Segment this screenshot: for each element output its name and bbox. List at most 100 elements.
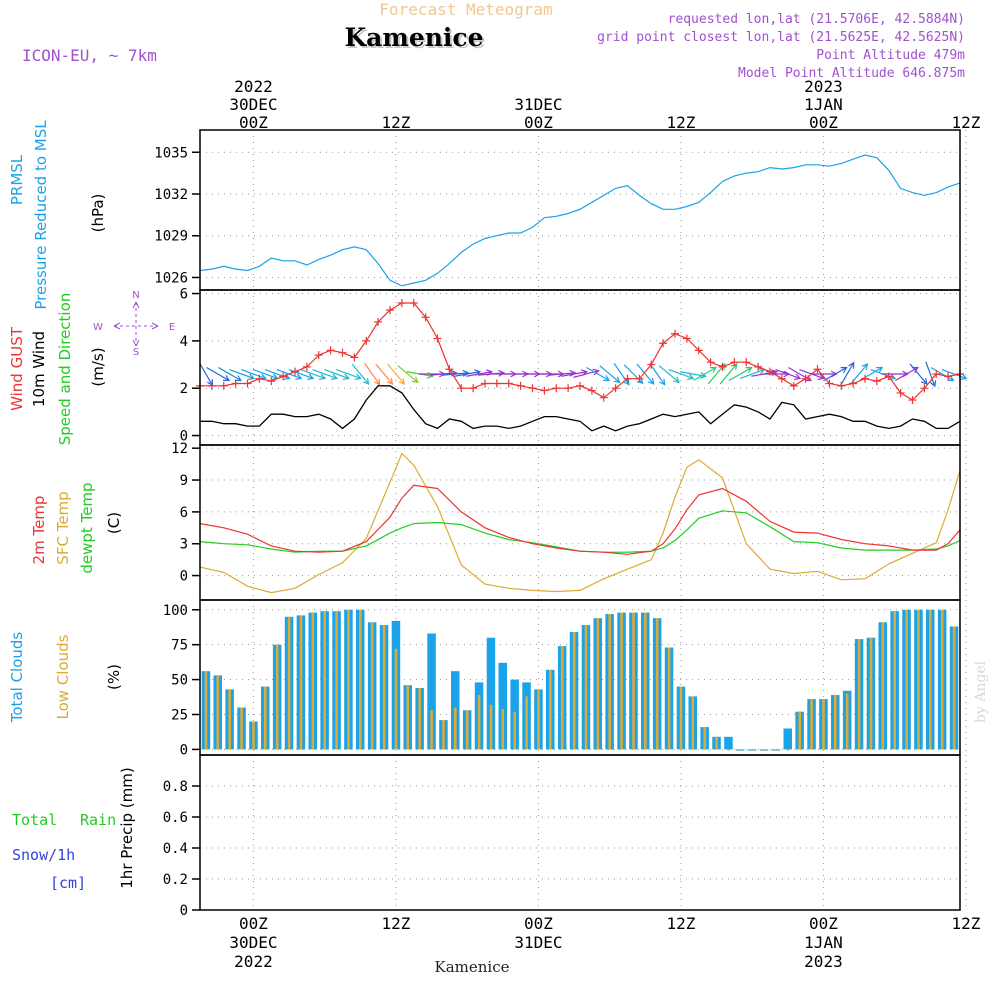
wind-direction-arrow bbox=[636, 363, 655, 385]
low-clouds-bar bbox=[311, 612, 315, 750]
wind-gust-marker bbox=[623, 374, 632, 383]
wind-direction-arrow bbox=[375, 363, 394, 385]
pressure-frame bbox=[199, 129, 961, 291]
low-clouds-bar bbox=[739, 749, 742, 751]
wind-gust-marker bbox=[837, 381, 846, 390]
low-clouds-bar bbox=[869, 637, 873, 750]
low-clouds-bar bbox=[477, 695, 481, 750]
pressure-ytick-label: 1029 bbox=[154, 229, 188, 245]
wind-gust-marker bbox=[884, 372, 893, 381]
wind-direction-arrow bbox=[775, 368, 802, 380]
wind-gust-marker bbox=[350, 353, 359, 362]
precip-legend-total: Total bbox=[12, 811, 57, 829]
low-clouds-bar bbox=[275, 644, 279, 750]
wind-gust-marker bbox=[362, 336, 371, 345]
temperature-y-axis: 0 3 6 9 12 bbox=[171, 441, 200, 585]
wind-gust-marker bbox=[433, 334, 442, 343]
precip-ytick-label: 0.4 bbox=[163, 841, 188, 857]
precip-grid bbox=[200, 755, 967, 911]
wind-ytick-label: 6 bbox=[180, 287, 188, 303]
low-clouds-bar bbox=[774, 749, 778, 751]
wind-label-10m: 10m Wind bbox=[30, 331, 48, 407]
compass-north-label: N bbox=[132, 290, 139, 301]
pressure-unit: (hPa) bbox=[89, 194, 107, 233]
pressure-ytick-label: 1026 bbox=[154, 270, 188, 286]
precip-ytick-label: 0.8 bbox=[163, 779, 188, 795]
wind-direction-arrow bbox=[840, 361, 855, 386]
low-clouds-bar bbox=[703, 727, 706, 750]
low-clouds-bar bbox=[454, 707, 457, 750]
low-clouds-bar bbox=[750, 749, 754, 751]
wind-gust-marker bbox=[291, 367, 299, 376]
low-clouds-bar bbox=[264, 686, 267, 750]
precip-ytick-label: 0 bbox=[180, 903, 188, 919]
wind-gust-marker bbox=[908, 396, 917, 405]
temp-label-sfc: SFC Temp bbox=[54, 491, 72, 564]
wind-gust-marker bbox=[409, 299, 418, 308]
low-clouds-bar bbox=[335, 611, 338, 750]
wind-gust-marker bbox=[386, 306, 394, 315]
wind-direction-arrow bbox=[930, 366, 955, 382]
wind-label-gust: Wind GUST bbox=[8, 326, 26, 411]
temp-label-dewpt: dewpt Temp bbox=[78, 482, 96, 573]
wind-label-direction: Speed and Direction bbox=[56, 293, 74, 446]
wind-direction-arrow bbox=[442, 369, 470, 377]
bottom-hour-label: 00Z bbox=[809, 914, 838, 933]
low-clouds-bar bbox=[501, 708, 505, 750]
clouds-ytick-label: 0 bbox=[180, 742, 188, 758]
low-clouds-bar bbox=[632, 612, 635, 750]
low-clouds-bar bbox=[834, 695, 837, 750]
low-clouds-bar bbox=[667, 647, 671, 750]
wind-gust-marker bbox=[599, 393, 608, 402]
wind-gust-marker bbox=[671, 329, 679, 338]
wind-gust-marker bbox=[777, 374, 786, 383]
low-clouds-bar bbox=[893, 611, 896, 750]
wind-gust-marker bbox=[326, 346, 335, 355]
wind-unit: (m/s) bbox=[89, 347, 107, 386]
pressure-label-prmsl: PRMSL bbox=[8, 154, 26, 205]
low-clouds-bar bbox=[608, 614, 611, 750]
top-day-label: 30DEC bbox=[229, 95, 277, 114]
wind-direction-arrow bbox=[312, 368, 339, 380]
wind-gust-marker bbox=[659, 339, 668, 348]
wind-gust-marker bbox=[611, 384, 620, 393]
bottom-hour-label: 12Z bbox=[951, 914, 980, 933]
wind-gust-marker bbox=[457, 384, 466, 393]
low-clouds-bar bbox=[857, 639, 861, 750]
wind-gust-marker bbox=[849, 379, 858, 388]
grid-point: grid point closest lon,lat (21.5625E, 42… bbox=[597, 30, 965, 45]
clouds-ytick-label: 25 bbox=[171, 708, 188, 724]
wind-grid bbox=[200, 290, 967, 445]
temperature-ytick-label: 6 bbox=[180, 505, 188, 521]
bottom-day-label: 30DEC bbox=[229, 933, 277, 952]
wind-ytick-label: 0 bbox=[180, 429, 188, 445]
wind-gust-marker bbox=[279, 372, 288, 381]
temp-2m-line bbox=[199, 484, 961, 555]
top-year-label: 2023 bbox=[804, 77, 843, 96]
top-hour-label: 00Z bbox=[809, 113, 838, 132]
low-clouds-bar bbox=[252, 721, 255, 750]
wind-direction-arrow bbox=[728, 366, 753, 382]
temperature-panel: 0 3 6 9 12 2m Temp SFC Temp dewpt Temp (C) bbox=[30, 441, 967, 600]
low-clouds-bar bbox=[465, 710, 469, 750]
low-clouds-bar bbox=[430, 710, 433, 750]
wind-gust-marker bbox=[789, 381, 798, 390]
precip-legend-snow: Snow/1h bbox=[12, 846, 75, 864]
low-clouds-bar bbox=[572, 632, 576, 750]
low-clouds-bar bbox=[240, 707, 243, 750]
wind-direction-arrow bbox=[300, 368, 327, 380]
wind-gust-marker bbox=[920, 384, 929, 393]
forecast-title: Forecast Meteogram bbox=[379, 0, 552, 19]
low-clouds-bar bbox=[940, 609, 944, 750]
wind-gust-marker bbox=[742, 358, 751, 367]
bottom-hour-label: 00Z bbox=[239, 914, 268, 933]
top-hour-label: 12Z bbox=[666, 113, 695, 132]
temperature-ytick-label: 9 bbox=[180, 473, 188, 489]
wind-direction-arrow bbox=[324, 368, 350, 380]
wind-direction-arrow bbox=[397, 365, 419, 384]
wind-direction-arrow bbox=[549, 369, 577, 377]
clouds-ytick-label: 50 bbox=[171, 673, 188, 689]
temperature-ytick-label: 0 bbox=[180, 569, 188, 585]
low-clouds-bar bbox=[786, 749, 790, 751]
